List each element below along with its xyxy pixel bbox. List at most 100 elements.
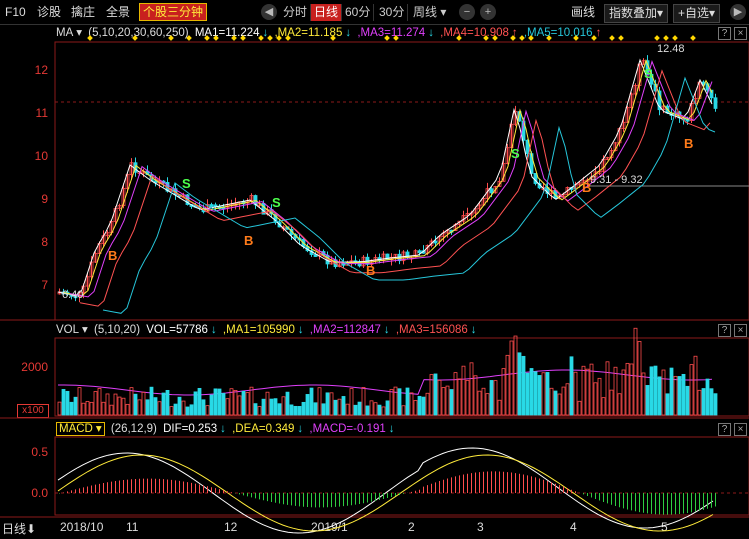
volume-bar (525, 372, 530, 416)
volume-bar (125, 403, 130, 416)
close-icon[interactable]: × (734, 27, 747, 40)
volume-bar (585, 368, 590, 416)
period-tab-2[interactable]: 60分 (342, 4, 375, 21)
price-tick: 10 (34, 149, 48, 163)
vol-indicator-selector[interactable]: VOL ▾ (56, 324, 88, 336)
diamond-marker (654, 35, 660, 41)
date-tick: 11 (126, 520, 139, 534)
diamond-marker (510, 35, 516, 41)
candle (493, 186, 498, 194)
volume-bar (381, 406, 386, 416)
close-icon[interactable]: × (734, 423, 747, 436)
volume-bar (577, 400, 582, 416)
volume-bar (189, 404, 194, 416)
volume-bar (593, 382, 598, 416)
f10-button[interactable]: F10 (5, 5, 26, 19)
date-tick: 2018/10 (60, 520, 104, 534)
index-overlay-dropdown[interactable]: 指数叠加▾ (604, 4, 669, 23)
help-icon[interactable]: ? (718, 324, 731, 337)
ma-info-bar: MA ▾ (5,10,20,30,60,250) MA1=11.224 ↓ ,MA2… (56, 27, 602, 39)
volume-bar (329, 392, 334, 416)
volume-bar (173, 403, 178, 416)
volume-bar (153, 397, 158, 416)
diamond-marker (186, 35, 192, 41)
diagnose-button[interactable]: 诊股 (37, 5, 62, 19)
volume-bar (201, 399, 206, 416)
panorama-button[interactable]: 全景 (106, 5, 131, 19)
diamond-marker (483, 35, 489, 41)
volume-bar (393, 386, 398, 416)
candle (633, 85, 638, 95)
candle (629, 93, 634, 108)
volume-bar (361, 387, 366, 416)
draw-line-button[interactable]: 画线 (571, 5, 596, 19)
volume-bar (337, 398, 342, 416)
volume-bar (257, 406, 262, 416)
volume-bar (645, 385, 650, 416)
diamond-marker (384, 35, 390, 41)
candle (121, 187, 126, 206)
volume-bar (293, 405, 298, 416)
volume-bar (597, 377, 602, 416)
stock-3min-button[interactable]: 个股三分钟 (139, 3, 208, 21)
volume-bar (249, 386, 254, 416)
arrow-down-icon: ⬇ (26, 522, 37, 536)
sell-signal: S (644, 66, 653, 81)
period-tab-4[interactable]: 周线 ▾ (410, 4, 449, 21)
period-tab-1[interactable]: 日线 (311, 4, 343, 21)
period-tab-3[interactable]: 30分 (376, 4, 409, 21)
volume-bar (589, 363, 594, 416)
volume-bar (425, 392, 430, 416)
volume-bar (209, 394, 214, 416)
volume-bar (537, 375, 542, 416)
top-toolbar: F10 诊股 擒庄 全景 个股三分钟 ◀ 分时 日线 60分 30分 周线 ▾ … (0, 0, 749, 25)
ma-line-1 (57, 58, 713, 296)
help-icon[interactable]: ? (718, 27, 731, 40)
volume-bar (501, 368, 506, 416)
volume-bar (285, 391, 290, 416)
volume-bar (517, 352, 522, 416)
volume-bar (401, 405, 406, 416)
diamond-marker (591, 35, 597, 41)
volume-bar (357, 401, 362, 416)
price-tick: 12 (34, 63, 48, 77)
volume-bar (169, 406, 174, 416)
period-tab-0[interactable]: 分时 (280, 4, 312, 21)
help-icon[interactable]: ? (718, 423, 731, 436)
pick-button[interactable]: 擒庄 (71, 5, 96, 19)
candle (621, 121, 626, 129)
candle (433, 240, 438, 244)
close-icon[interactable]: × (734, 324, 747, 337)
volume-bar (697, 389, 702, 416)
macd-panel-controls: ? × (715, 423, 747, 436)
buy-signal: B (108, 248, 117, 263)
volume-bar (133, 393, 138, 416)
volume-bar (177, 396, 182, 416)
candle (709, 89, 714, 99)
next-arrow-icon[interactable]: ▶ (730, 4, 746, 20)
macd-indicator-selector[interactable]: MACD ▾ (56, 422, 105, 436)
volume-bar (677, 376, 682, 416)
volume-bar (473, 375, 478, 416)
minus-icon[interactable]: − (459, 4, 475, 20)
candle (637, 63, 642, 86)
prev-arrow-icon[interactable]: ◀ (261, 4, 277, 20)
ma2-value: ,MA2=11.185 (274, 27, 343, 39)
volume-bar (461, 365, 466, 416)
candle (105, 232, 110, 237)
volume-bar (569, 356, 574, 416)
ma-indicator-selector[interactable]: MA ▾ (56, 27, 83, 39)
candle (565, 187, 570, 196)
volume-bar (261, 398, 266, 416)
add-watch-dropdown[interactable]: +自选▾ (673, 4, 721, 23)
volume-bar (549, 387, 554, 416)
candle (209, 204, 214, 207)
diamond-marker (204, 35, 210, 41)
volume-bar (421, 396, 426, 416)
plus-icon[interactable]: + (480, 4, 496, 20)
volume-bar (629, 363, 634, 416)
volume-bar (353, 404, 358, 416)
candle (497, 180, 502, 187)
period-switch[interactable]: 日线⬇ (2, 520, 36, 537)
